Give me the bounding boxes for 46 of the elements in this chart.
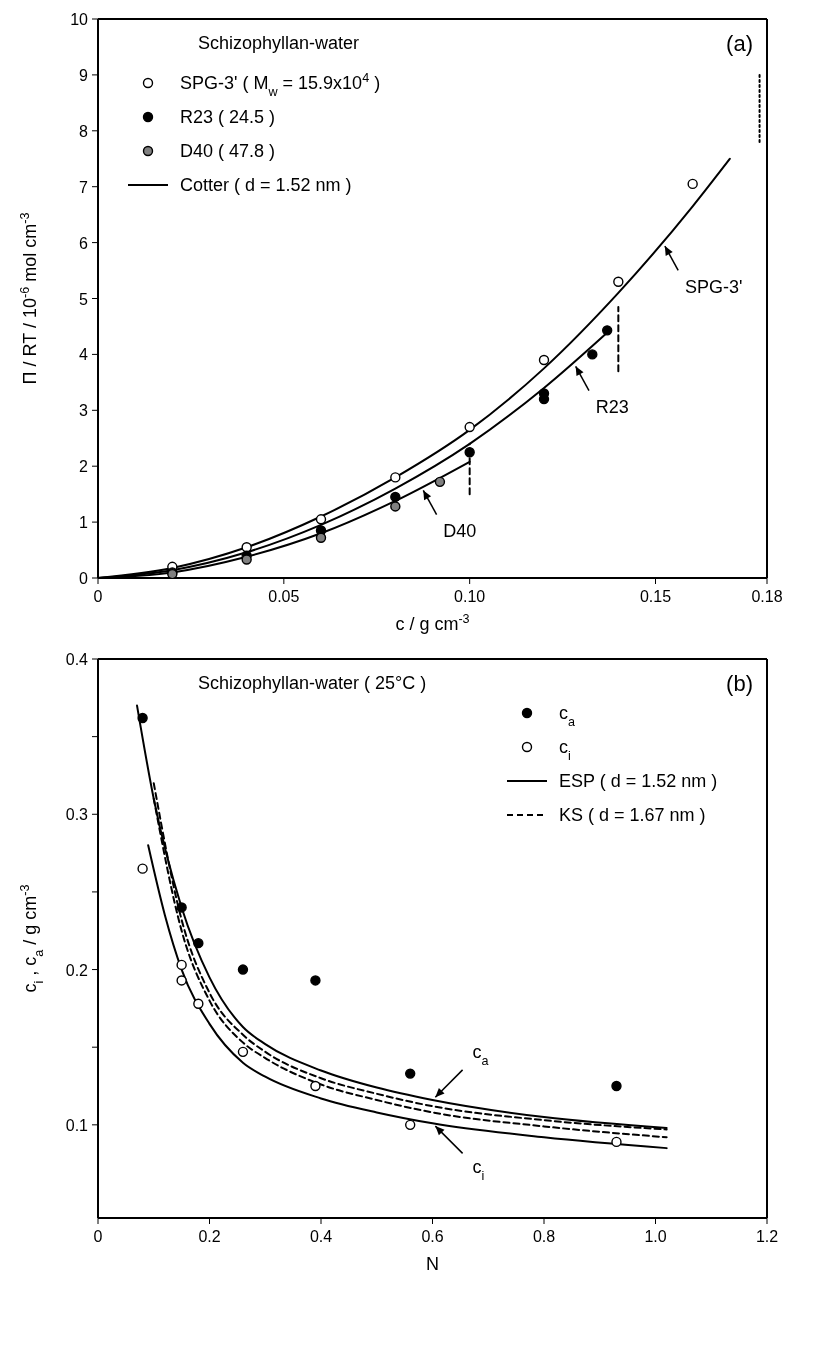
x-axis-title: c / g cm$^{-3}$ (395, 612, 470, 634)
y-tick-label: 0.1 (65, 1116, 89, 1134)
x-tick-label: 0.4 (309, 1228, 333, 1245)
annotation: (b) (726, 671, 753, 696)
legend-label: KS ( d = 1.67 nm ) (559, 805, 706, 825)
legend-label: c$_{a}$ (559, 703, 576, 729)
x-tick-label: 0.8 (532, 1228, 556, 1245)
x-axis-title: N (426, 1254, 439, 1274)
x-tick-label: 0.15 (639, 588, 672, 605)
legend-label: D40 ( 47.8 ) (180, 141, 276, 161)
legend-label: ESP ( d = 1.52 nm ) (559, 771, 718, 791)
y-tick-label: 10 (70, 11, 89, 28)
x-tick-label: 0.10 (454, 588, 486, 605)
legend-label: SPG-3' ( M$_{w}$ = 15.9x10$^{4}$ ) (180, 71, 381, 99)
y-tick-label: 0.2 (65, 961, 89, 979)
x-tick-label: 0.05 (268, 588, 300, 605)
y-tick-label: 0 (79, 570, 89, 587)
y-tick-label: 6 (79, 234, 89, 252)
text: Schizophyllan-water (198, 33, 360, 53)
annotation: SPG-3' (684, 276, 743, 297)
text: Schizophyllan-water ( 25°C ) (198, 673, 427, 693)
annotation: c$_{i}$ (472, 1157, 485, 1184)
x-tick-label: 0.18 (751, 588, 783, 605)
y-tick-label: 0.3 (65, 806, 89, 824)
y-tick-label: 9 (79, 66, 89, 84)
legend-label: c$_{i}$ (559, 737, 571, 763)
y-tick-label: 7 (79, 178, 89, 196)
annotation: D40 (443, 520, 477, 541)
annotation: R23 (595, 396, 629, 417)
x-tick-label: 1.0 (644, 1228, 667, 1245)
y-tick-label: 3 (79, 402, 89, 420)
legend-label: R23 ( 24.5 ) (180, 107, 276, 127)
legend-label: Cotter ( d = 1.52 nm ) (180, 175, 352, 195)
x-tick-label: 0.6 (421, 1228, 444, 1245)
y-tick-label: 2 (79, 458, 89, 476)
annotation: (a) (726, 31, 753, 56)
x-tick-label: 0 (93, 1228, 103, 1245)
x-tick-label: 0.2 (198, 1228, 221, 1245)
y-tick-label: 5 (79, 290, 89, 308)
x-tick-label: 0 (93, 588, 103, 605)
y-tick-label: 8 (79, 122, 89, 140)
annotation: c$_{a}$ (472, 1041, 489, 1068)
y-tick-label: 1 (79, 514, 89, 532)
x-tick-label: 1.2 (755, 1228, 779, 1245)
y-tick-label: 0.4 (65, 651, 89, 668)
y-tick-label: 4 (79, 346, 89, 364)
